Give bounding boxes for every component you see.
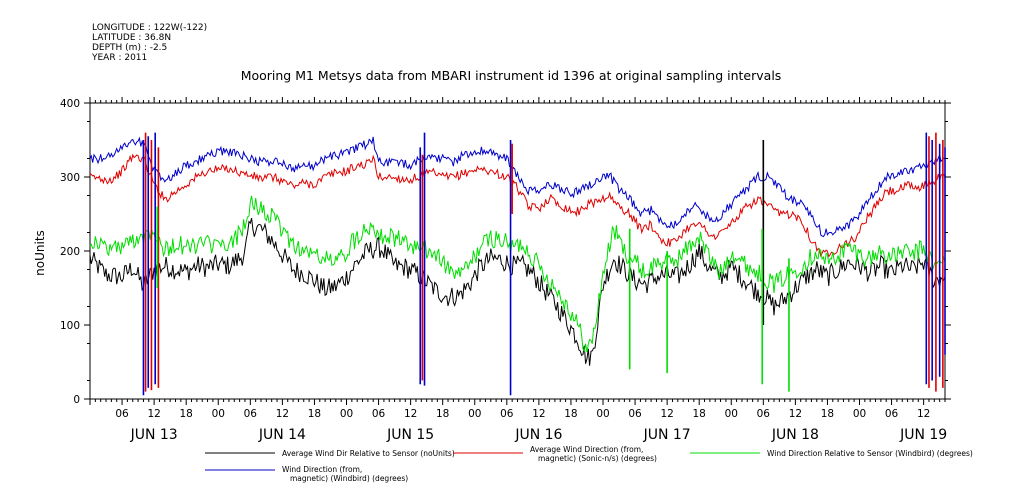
- x-tick-label: 18: [821, 408, 834, 420]
- x-tick-label: 12: [532, 408, 545, 420]
- x-tick-label: 18: [180, 408, 193, 420]
- series-line-4: [89, 136, 946, 238]
- x-tick-label: 00: [340, 408, 353, 420]
- axes-layer: 0 100 200 300 400 06 12 18 00 06 12 18 00 06 12 18 00 06 1…: [60, 97, 951, 443]
- legend-label-3: Wind Direction Relative to Sensor (Windb…: [767, 449, 973, 458]
- meta-longitude: LONGITUDE : 122W(-122): [92, 23, 207, 33]
- x-tick-label: 12: [404, 408, 417, 420]
- x-tick-label: 12: [276, 408, 289, 420]
- y-tick-label: 0: [73, 394, 80, 406]
- x-tick-label: 00: [468, 408, 481, 420]
- series-layer: [89, 132, 946, 396]
- x-tick-label: 12: [917, 408, 930, 420]
- x-date-label: JUN 19: [899, 427, 947, 443]
- x-tick-label: 00: [853, 408, 866, 420]
- series-line-1: [89, 217, 946, 366]
- x-tick-label: 12: [147, 408, 160, 420]
- x-tick-label: 12: [660, 408, 673, 420]
- x-tick-label: 00: [725, 408, 738, 420]
- x-date-label: JUN 14: [258, 427, 306, 443]
- x-tick-label: 06: [757, 408, 771, 420]
- y-tick-label: 100: [60, 320, 80, 332]
- y-axis-label: noUnits: [33, 230, 47, 276]
- y-tick-label: 300: [60, 172, 80, 184]
- x-tick-label: 18: [436, 408, 449, 420]
- x-tick-label: 00: [596, 408, 609, 420]
- x-tick-label: 12: [789, 408, 802, 420]
- legend-label-2: Average Wind Direction (from, magnetic) (…: [530, 445, 657, 463]
- x-date-label: JUN 18: [771, 427, 819, 443]
- x-tick-label: 00: [212, 408, 225, 420]
- x-tick-label: 06: [628, 408, 642, 420]
- y-tick-label: 200: [60, 246, 80, 258]
- x-tick-label: 06: [500, 408, 514, 420]
- meta-depth: DEPTH (m) : -2.5: [92, 43, 167, 53]
- meta-latitude: LATITUDE : 36.8N: [92, 33, 171, 43]
- x-tick-label: 18: [564, 408, 577, 420]
- chart-title: Mooring M1 Metsys data from MBARI instru…: [241, 68, 782, 83]
- metadata-block: LONGITUDE : 122W(-122) LATITUDE : 36.8N …: [91, 23, 207, 63]
- x-date-label: JUN 15: [386, 427, 434, 443]
- y-tick-label: 400: [60, 98, 80, 110]
- x-tick-label: 18: [308, 408, 321, 420]
- legend-label-1: Average Wind Dir Relative to Sensor (noU…: [282, 449, 455, 458]
- legend: Average Wind Dir Relative to Sensor (noU…: [205, 445, 973, 483]
- x-tick-label: 18: [693, 408, 706, 420]
- x-date-label: JUN 16: [514, 427, 562, 443]
- x-tick-label: 06: [115, 408, 129, 420]
- series-line-2: [89, 153, 946, 258]
- x-date-label: JUN 17: [643, 427, 691, 443]
- x-tick-label: 06: [244, 408, 258, 420]
- x-date-label: JUN 13: [130, 427, 178, 443]
- x-tick-label: 06: [372, 408, 386, 420]
- legend-label-4: Wind Direction (from, magnetic) (Windbird…: [282, 465, 408, 483]
- meta-year: YEAR : 2011: [91, 53, 147, 63]
- x-tick-label: 06: [885, 408, 899, 420]
- series-line-3: [89, 195, 946, 353]
